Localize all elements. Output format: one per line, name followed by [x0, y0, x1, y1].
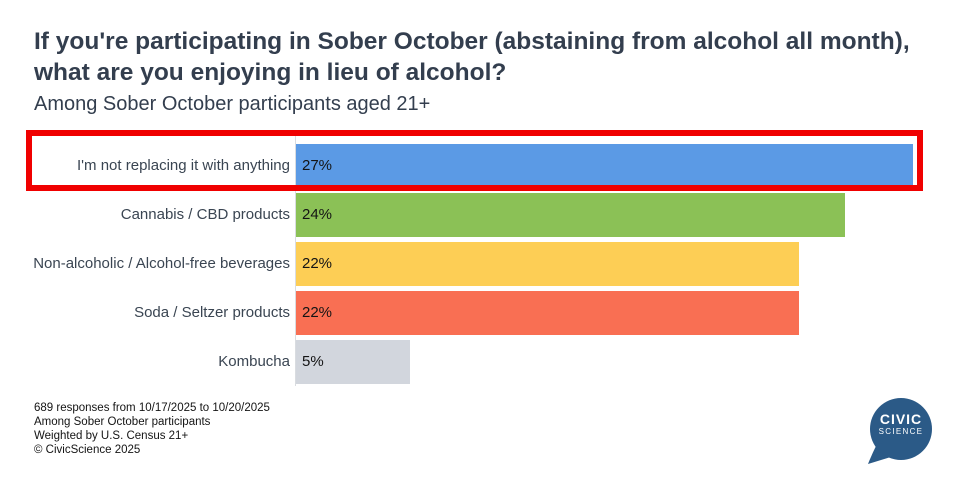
bar-track: 22%: [296, 290, 936, 335]
civicscience-logo: CIVIC SCIENCE: [864, 396, 936, 468]
footnote-responses: 689 responses from 10/17/2025 to 10/20/2…: [34, 402, 270, 414]
chart-subtitle: Among Sober October participants aged 21…: [34, 93, 431, 115]
chart-row: Kombucha 5%: [0, 337, 966, 386]
chart-rows: I'm not replacing it with anything 27% Can…: [0, 141, 966, 386]
bar-0: 27%: [296, 143, 914, 188]
category-label: Cannabis / CBD products: [120, 206, 290, 223]
bar-4: 5%: [296, 339, 411, 384]
footnote-weighting: Weighted by U.S. Census 21+: [34, 430, 189, 442]
logo-text: CIVIC SCIENCE: [870, 412, 932, 437]
bar-2: 22%: [296, 241, 799, 286]
category-label: I'm not replacing it with anything: [77, 157, 290, 174]
category-label: Soda / Seltzer products: [134, 304, 290, 321]
value-label: 5%: [302, 353, 324, 370]
category-label: Kombucha: [218, 353, 290, 370]
chart-row: Cannabis / CBD products 24%: [0, 190, 966, 239]
footnote-population: Among Sober October participants: [34, 416, 211, 428]
bar-track: 5%: [296, 339, 936, 384]
bar-1: 24%: [296, 192, 845, 237]
value-label: 22%: [302, 255, 333, 272]
footnote-copyright: © CivicScience 2025: [34, 444, 141, 456]
category-label: Non-alcoholic / Alcohol-free beverages: [33, 255, 290, 272]
bar-track: 27%: [296, 143, 936, 188]
speech-bubble-icon: [868, 398, 932, 464]
bar-track: 24%: [296, 192, 936, 237]
axis-line: [295, 133, 296, 386]
value-label: 24%: [302, 206, 333, 223]
chart-title: If you're participating in Sober October…: [34, 28, 910, 86]
chart-row: Non-alcoholic / Alcohol-free beverages 22…: [0, 239, 966, 288]
speech-bubble-circle: [870, 398, 932, 460]
footnotes: 689 responses from 10/17/2025 to 10/20/2…: [34, 401, 270, 457]
value-label: 27%: [302, 157, 333, 174]
value-label: 22%: [302, 304, 333, 321]
speech-bubble-tail: [868, 442, 894, 464]
bar-3: 22%: [296, 290, 799, 335]
bar-track: 22%: [296, 241, 936, 286]
logo-text-civic: CIVIC: [879, 411, 923, 427]
logo-text-science: SCIENCE: [878, 427, 924, 436]
chart-row: Soda / Seltzer products 22%: [0, 288, 966, 337]
chart-row: I'm not replacing it with anything 27%: [0, 141, 966, 190]
